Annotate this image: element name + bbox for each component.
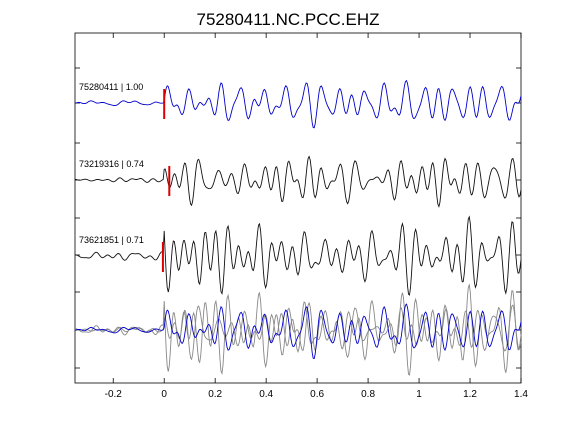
x-tick-label: 0.6 (310, 389, 324, 400)
x-tick-label: 0.4 (259, 389, 273, 400)
trace-label: 75280411 | 1.00 (79, 82, 143, 92)
x-tick-label: 1 (416, 389, 422, 400)
x-tick-label: 1.2 (463, 389, 477, 400)
trace-label: 73621851 | 0.71 (79, 235, 144, 245)
x-tick-label: 0 (161, 389, 167, 400)
trace-group: 75280411 | 1.00 73219316 | 0.74 73621851 |… (74, 79, 522, 296)
stack-line (74, 303, 522, 360)
trace-label: 73219316 | 0.74 (79, 159, 144, 169)
overlay-stack (74, 283, 522, 376)
chart-title: 75280411.NC.PCC.EHZ (197, 10, 380, 29)
x-tick-label: 0.8 (361, 389, 375, 400)
stack-line (74, 283, 522, 376)
x-tick-labels: -0.2 0 0.2 0.4 0.6 0.8 1 1.2 1.4 (105, 389, 529, 400)
trace-line (74, 155, 522, 208)
trace-line (74, 215, 522, 296)
x-tick-label: 0.2 (208, 389, 222, 400)
plot-frame (74, 32, 522, 384)
trace-line (74, 79, 522, 129)
stack-line (74, 301, 522, 363)
x-tick-label: -0.2 (105, 389, 123, 400)
x-tick-label: 1.4 (514, 389, 528, 400)
